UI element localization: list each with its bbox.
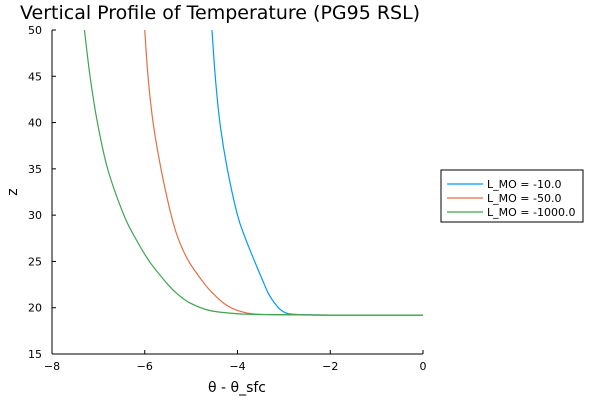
x-tick-label: −6 bbox=[137, 360, 153, 373]
y-tick-label: 30 bbox=[28, 209, 42, 222]
legend-label-1: L_MO = -10.0 bbox=[487, 178, 561, 191]
x-tick-label: 0 bbox=[420, 360, 427, 373]
x-tick-label: −4 bbox=[229, 360, 245, 373]
series-group bbox=[83, 30, 423, 316]
y-tick-label: 15 bbox=[28, 348, 42, 361]
y-tick-label: 20 bbox=[28, 302, 42, 315]
y-tick-label: 35 bbox=[28, 163, 42, 176]
x-tick-label: −8 bbox=[44, 360, 60, 373]
series-line-3 bbox=[83, 30, 423, 316]
series-line-1 bbox=[211, 30, 423, 316]
x-tick-label: −2 bbox=[322, 360, 338, 373]
chart-title: Vertical Profile of Temperature (PG95 RS… bbox=[20, 2, 420, 24]
legend: L_MO = -10.0L_MO = -50.0L_MO = -1000.0 bbox=[440, 169, 584, 223]
legend-box bbox=[440, 169, 584, 223]
y-tick-label: 50 bbox=[28, 24, 42, 37]
y-tick-label: 25 bbox=[28, 255, 42, 268]
y-tick-label: 40 bbox=[28, 117, 42, 130]
plot-area: −8 −6 −4 −2 0 15 20 25 30 35 40 45 50 bbox=[28, 24, 427, 373]
y-tick-label: 45 bbox=[28, 70, 42, 83]
legend-label-3: L_MO = -1000.0 bbox=[487, 206, 575, 219]
x-axis-label: θ - θ_sfc bbox=[208, 380, 266, 396]
legend-label-2: L_MO = -50.0 bbox=[487, 192, 561, 205]
y-axis-label: z bbox=[5, 188, 21, 195]
series-line-2 bbox=[144, 30, 423, 316]
